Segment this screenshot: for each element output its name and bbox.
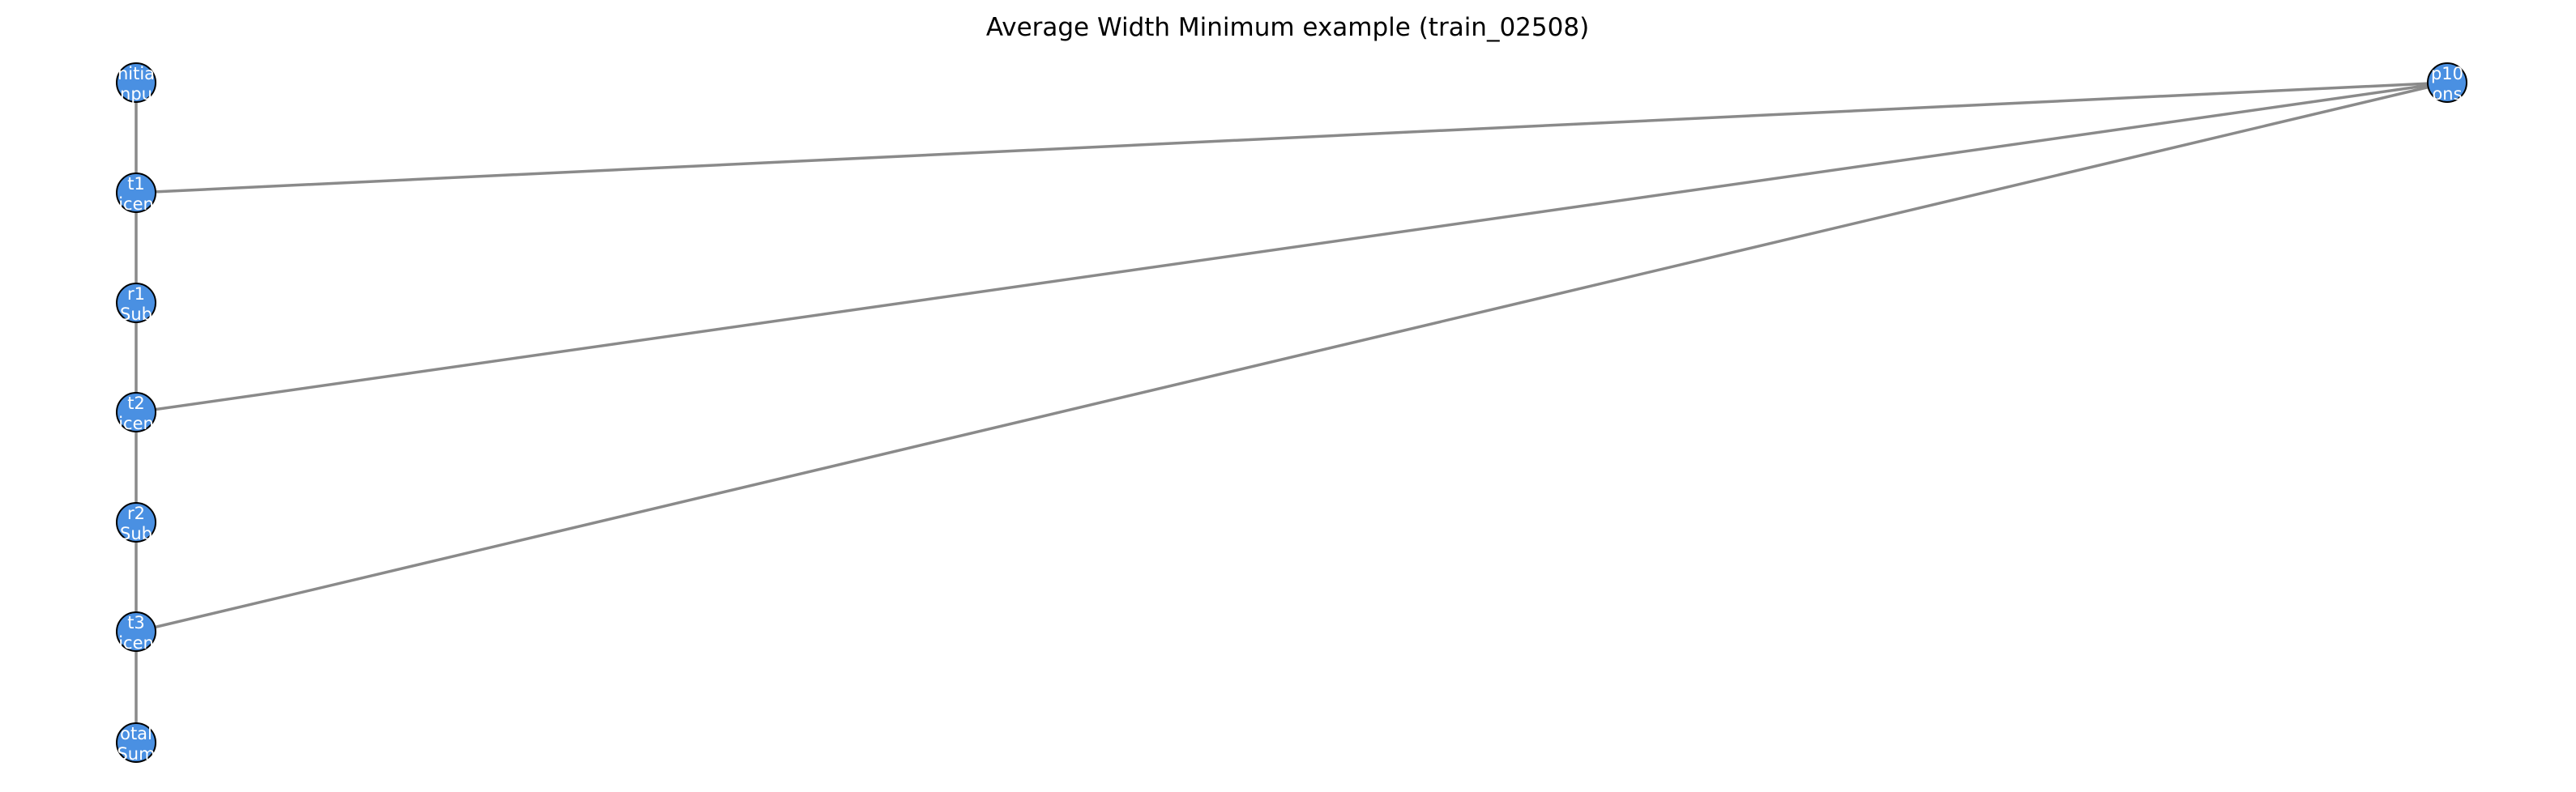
edges-layer	[135, 81, 2448, 743]
node-label-line: t2	[127, 394, 145, 413]
node-label-line: t3	[127, 613, 145, 632]
edge-t1-p10	[135, 81, 2448, 194]
node-label-line: t1	[127, 174, 145, 194]
edge-t2-p10	[135, 81, 2448, 414]
node-label-line: npu	[120, 84, 152, 104]
node-label-line: ons	[2432, 84, 2462, 104]
node-label-line: otal	[120, 724, 152, 743]
node-label-line: Sub	[120, 524, 152, 543]
node-circle	[116, 283, 156, 323]
edge-t3-p10	[135, 81, 2448, 633]
node-label-line: r2	[127, 504, 145, 523]
node-label-line: Sub	[120, 304, 152, 324]
node-circle	[116, 722, 156, 763]
node-label-line: nitia	[117, 64, 155, 83]
node-circle	[116, 611, 156, 652]
node-label-line: icen	[118, 414, 154, 433]
node-label-line: r1	[127, 284, 145, 304]
node-label-line: icen	[118, 633, 154, 653]
node-circle	[2427, 62, 2467, 103]
node-circle	[116, 502, 156, 543]
node-circle	[116, 62, 156, 103]
node-circle	[116, 172, 156, 213]
node-circle	[116, 392, 156, 432]
node-label-line: p10	[2431, 64, 2463, 83]
diagram-title: Average Width Minimum example (train_025…	[986, 13, 1589, 42]
nodes-layer: nitianput1icenr1Subt2icenr2Subt3icenotal…	[116, 62, 2467, 764]
node-label-line: Sum	[117, 744, 155, 764]
node-label-line: icen	[118, 194, 154, 214]
